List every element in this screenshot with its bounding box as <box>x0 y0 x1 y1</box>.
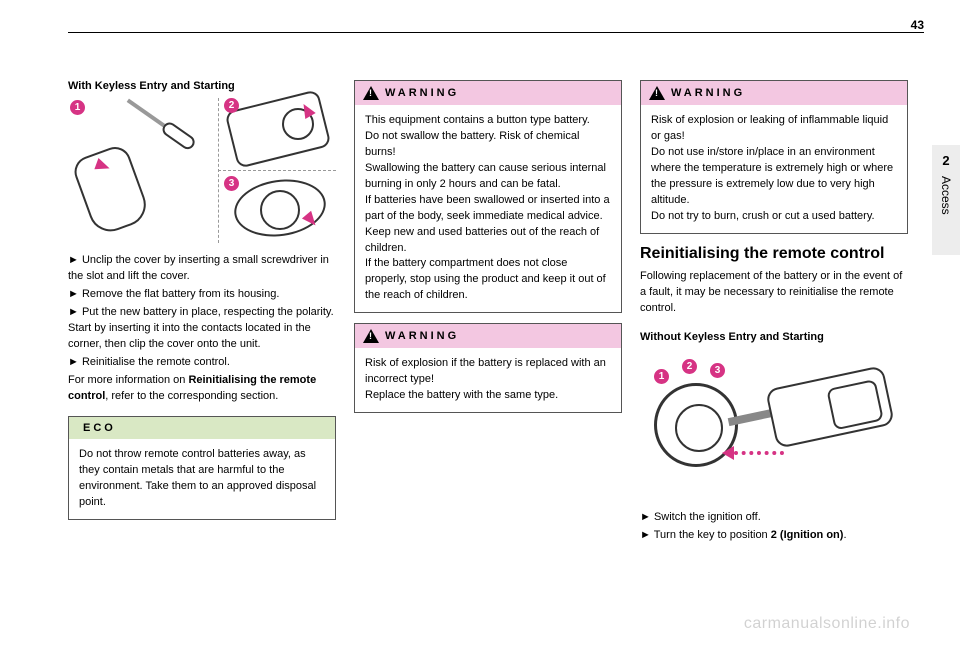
instruction-text: For more information on Reinitialising t… <box>68 373 336 405</box>
screwdriver-shape <box>123 95 198 154</box>
warning-triangle-icon <box>649 86 665 100</box>
eco-label: ECO <box>83 422 116 434</box>
illus-divider-horizontal <box>218 170 336 171</box>
instruction-text: ► Remove the flat battery from its housi… <box>68 287 336 303</box>
warning-box-body: This equipment contains a button type ba… <box>355 105 621 312</box>
text-bold: 2 (Ignition on) <box>771 529 844 541</box>
eco-box-body: Do not throw remote control batteries aw… <box>69 439 335 519</box>
pos-badge-2: 2 <box>682 359 697 374</box>
warning-box-header: WARNING <box>355 81 621 105</box>
warning-box-header: WARNING <box>641 81 907 105</box>
warning-box: WARNING This equipment contains a button… <box>354 80 622 313</box>
pos-badge-1: 1 <box>654 369 669 384</box>
column-3: WARNING Risk of explosion or leaking of … <box>640 80 908 545</box>
instruction-text: ► Turn the key to position 2 (Ignition o… <box>640 528 908 544</box>
top-divider <box>68 32 924 33</box>
key-fob-shape <box>765 365 895 449</box>
illustration-ignition-key: 1 2 3 <box>640 355 908 500</box>
side-tab: 2 Access <box>932 145 960 255</box>
step-badge-1: 1 <box>70 100 85 115</box>
instruction-text: ► Switch the ignition off. <box>640 510 908 526</box>
column-1: With Keyless Entry and Starting 1 2 3 ► … <box>68 80 336 545</box>
instruction-text: ► Unclip the cover by inserting a small … <box>68 253 336 285</box>
warning-box-body: Risk of explosion or leaking of inflamma… <box>641 105 907 233</box>
column-2: WARNING This equipment contains a button… <box>354 80 622 545</box>
page-number: 43 <box>911 18 924 32</box>
keyfob-shape <box>70 142 152 237</box>
step-badge-3: 3 <box>224 176 239 191</box>
coin-battery-shape <box>260 190 300 230</box>
warning-box-header: WARNING <box>355 324 621 348</box>
text-span: , refer to the corresponding section. <box>105 390 278 402</box>
intro-text: Following replacement of the battery or … <box>640 269 908 317</box>
warning-box: WARNING Risk of explosion or leaking of … <box>640 80 908 234</box>
warning-triangle-icon <box>363 86 379 100</box>
text-span: For more information on <box>68 374 188 386</box>
warning-triangle-icon <box>363 329 379 343</box>
dotted-arrow-icon <box>734 451 784 455</box>
warning-label: WARNING <box>385 87 459 99</box>
warning-box-body: Risk of explosion if the battery is repl… <box>355 348 621 412</box>
col3-subheading: Without Keyless Entry and Starting <box>640 331 908 343</box>
instruction-text: ► Put the new battery in place, respecti… <box>68 305 336 353</box>
pos-badge-3: 3 <box>710 363 725 378</box>
warning-box: WARNING Risk of explosion if the battery… <box>354 323 622 413</box>
eco-box: ECO Do not throw remote control batterie… <box>68 416 336 520</box>
col1-subheading: With Keyless Entry and Starting <box>68 80 336 92</box>
text-span: ► Turn the key to position <box>640 529 771 541</box>
section-label: Access <box>939 176 953 215</box>
screwdriver-handle <box>160 120 198 152</box>
screwdriver-blade <box>127 99 165 128</box>
content-columns: With Keyless Entry and Starting 1 2 3 ► … <box>68 80 908 545</box>
step-badge-2: 2 <box>224 98 239 113</box>
instruction-text: ► Reinitialise the remote control. <box>68 355 336 371</box>
illustration-keyfob-battery: 1 2 3 <box>68 98 336 243</box>
watermark-text: carmanualsonline.info <box>744 615 910 633</box>
section-heading: Reinitialising the remote control <box>640 244 908 263</box>
warning-label: WARNING <box>671 87 745 99</box>
text-span: . <box>843 529 846 541</box>
warning-label: WARNING <box>385 330 459 342</box>
eco-box-header: ECO <box>69 417 335 439</box>
chapter-number: 2 <box>942 153 949 168</box>
battery-tray-shape <box>224 89 331 169</box>
